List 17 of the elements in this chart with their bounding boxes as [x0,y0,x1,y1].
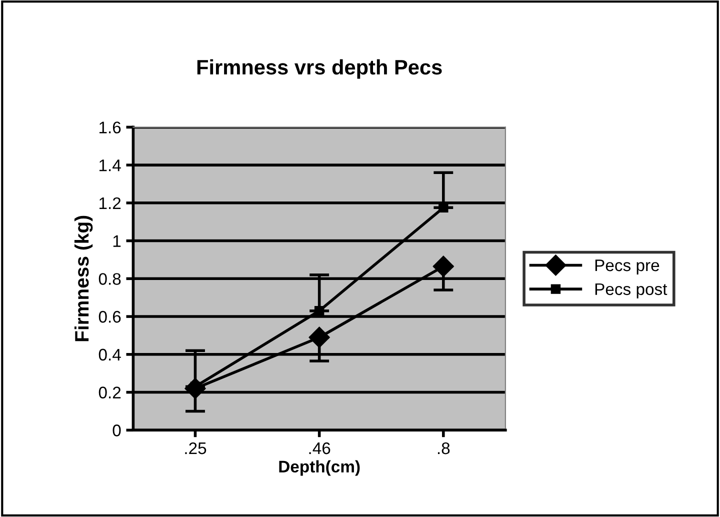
y-axis-title: Firmness (kg) [74,216,93,342]
y-tick-label: 0.6 [98,310,121,323]
chart-title: Firmness vrs depth Pecs [197,59,442,79]
x-tick-label: .8 [438,442,450,454]
y-tick-label: 1.6 [100,122,121,134]
x-axis-title: Depth(cm) [279,460,360,476]
legend-label: Pecs pre [595,260,660,274]
y-tick-label: 1 [113,235,121,247]
y-tick-label: 0.4 [98,348,121,361]
y-tick-label: 0.8 [98,273,121,285]
y-tick-label: 0.2 [98,386,121,398]
y-tick-label: 0 [112,424,121,436]
x-tick-label: .25 [185,442,206,454]
y-tick-label: 1.2 [100,197,121,209]
x-tick-label: .46 [309,442,330,454]
y-tick-label: 1.4 [100,160,121,172]
legend-label: Pecs post [595,283,668,298]
